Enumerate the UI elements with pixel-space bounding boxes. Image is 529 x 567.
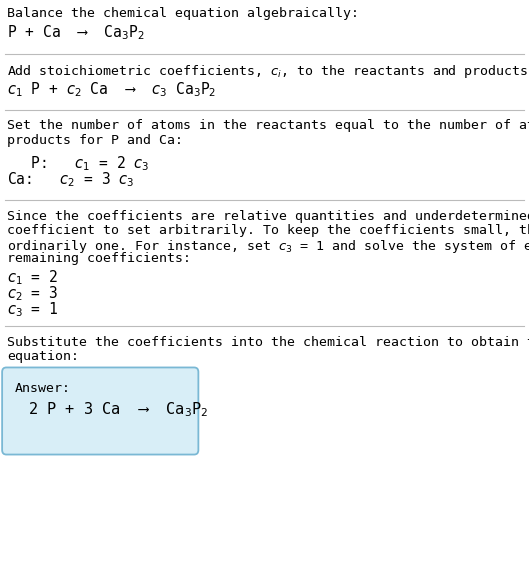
Text: $c_1$ P + $c_2$ Ca  ⟶  $c_3$ Ca$_3$P$_2$: $c_1$ P + $c_2$ Ca ⟶ $c_3$ Ca$_3$P$_2$ xyxy=(7,80,216,99)
Text: products for P and Ca:: products for P and Ca: xyxy=(7,134,183,147)
Text: $c_3$ = 1: $c_3$ = 1 xyxy=(7,300,58,319)
Text: 2 P + 3 Ca  ⟶  Ca$_3$P$_2$: 2 P + 3 Ca ⟶ Ca$_3$P$_2$ xyxy=(28,400,208,418)
Text: ordinarily one. For instance, set $c_3$ = 1 and solve the system of equations fo: ordinarily one. For instance, set $c_3$ … xyxy=(7,238,529,255)
Text: equation:: equation: xyxy=(7,350,79,363)
Text: P + Ca  ⟶  Ca$_3$P$_2$: P + Ca ⟶ Ca$_3$P$_2$ xyxy=(7,23,145,42)
Text: Answer:: Answer: xyxy=(15,382,71,395)
Text: $c_2$ = 3: $c_2$ = 3 xyxy=(7,284,58,303)
Text: P:   $c_1$ = 2 $c_3$: P: $c_1$ = 2 $c_3$ xyxy=(13,154,150,173)
Text: Set the number of atoms in the reactants equal to the number of atoms in the: Set the number of atoms in the reactants… xyxy=(7,119,529,132)
Text: Balance the chemical equation algebraically:: Balance the chemical equation algebraica… xyxy=(7,7,359,20)
Text: $c_1$ = 2: $c_1$ = 2 xyxy=(7,268,58,287)
Text: Add stoichiometric coefficients, $c_i$, to the reactants and products:: Add stoichiometric coefficients, $c_i$, … xyxy=(7,63,529,80)
Text: remaining coefficients:: remaining coefficients: xyxy=(7,252,191,265)
Text: coefficient to set arbitrarily. To keep the coefficients small, the arbitrary va: coefficient to set arbitrarily. To keep … xyxy=(7,224,529,237)
Text: Since the coefficients are relative quantities and underdetermined, choose a: Since the coefficients are relative quan… xyxy=(7,210,529,223)
Text: Ca:   $c_2$ = 3 $c_3$: Ca: $c_2$ = 3 $c_3$ xyxy=(7,170,134,189)
Text: Substitute the coefficients into the chemical reaction to obtain the balanced: Substitute the coefficients into the che… xyxy=(7,336,529,349)
